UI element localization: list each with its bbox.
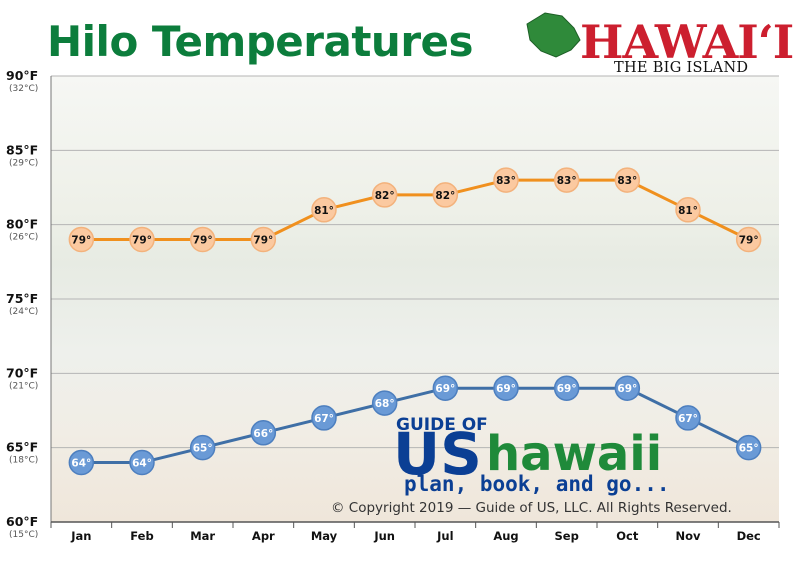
watermark-hawaii: hawaii — [486, 426, 662, 482]
x-tick-label: Mar — [190, 529, 215, 543]
x-tick-label: Aug — [493, 529, 518, 543]
data-point — [493, 167, 519, 193]
data-point — [189, 226, 216, 253]
y-tick-celsius-label: (21°C) — [9, 381, 38, 391]
brand-logo: HAWAIʻI THE BIG ISLAND — [526, 12, 794, 76]
x-tick-label: Sep — [555, 529, 579, 543]
big-island-icon — [526, 12, 581, 58]
y-tick-celsius-label: (26°C) — [9, 233, 38, 243]
data-label: 69° — [557, 383, 577, 395]
page-title: Hilo Temperatures — [47, 17, 473, 66]
data-point — [311, 197, 337, 223]
data-label: 69° — [617, 383, 637, 395]
watermark-tagline: plan, book, and go... — [404, 472, 670, 496]
x-tick-label: Feb — [130, 529, 153, 543]
watermark-guide-of: GUIDE OF — [396, 415, 488, 435]
data-label: 79° — [193, 235, 213, 247]
y-tick-celsius-label: (29°C) — [9, 158, 38, 168]
data-point — [675, 405, 701, 431]
data-label: 83° — [617, 175, 637, 187]
data-point — [250, 420, 277, 446]
data-point — [675, 197, 701, 223]
data-point — [614, 375, 641, 401]
data-label: 69° — [435, 383, 455, 395]
data-label: 66° — [253, 428, 273, 440]
data-label: 79° — [132, 235, 152, 247]
x-tick-label: May — [311, 529, 338, 543]
data-point — [311, 405, 337, 431]
brand-name: HAWAIʻI — [580, 15, 793, 69]
data-point — [371, 390, 398, 416]
data-point — [432, 182, 459, 208]
data-point — [250, 226, 277, 253]
data-point — [129, 449, 155, 476]
copyright-notice: © Copyright 2019 — Guide of US, LLC. All… — [331, 500, 732, 516]
y-tick-label: 75°F — [6, 291, 38, 306]
data-label: 64° — [132, 458, 152, 470]
data-label: 69° — [496, 383, 516, 395]
data-label: 81° — [314, 205, 334, 217]
data-label: 79° — [71, 235, 91, 247]
y-tick-celsius-label: (32°C) — [9, 84, 38, 94]
x-tick-label: Dec — [737, 529, 761, 543]
data-label: 67° — [314, 413, 334, 425]
data-point — [735, 434, 762, 461]
data-point — [189, 434, 216, 461]
data-point — [129, 226, 155, 253]
brand-subtitle: THE BIG ISLAND — [614, 60, 748, 76]
series-high: 79° 79° 79° 79° 81° 82° 82° 83° 83° 83° 81° 79° — [68, 167, 762, 253]
data-point — [553, 167, 580, 193]
series-layer: 79° 79° 79° 79°81°82° 82°83° 83° 83°81°79°64° 6… — [68, 167, 762, 476]
data-point — [553, 375, 580, 401]
y-tick-label: 70°F — [6, 365, 38, 380]
watermark-us: US — [393, 420, 482, 488]
x-axis: Jan Feb Mar Apr May Jun Jul Aug Sep Oct Nov Dec — [50, 521, 780, 543]
data-label: 68° — [375, 398, 395, 410]
y-tick-celsius-label: (15°C) — [9, 530, 38, 540]
x-tick-label: Apr — [252, 529, 275, 543]
y-tick-label: 85°F — [6, 142, 38, 157]
y-tick-label: 65°F — [6, 440, 38, 455]
watermark: GUIDE OF US hawaii plan, book, and go...… — [331, 415, 732, 516]
data-label: 81° — [678, 205, 698, 217]
data-label: 82° — [375, 190, 395, 202]
data-label: 83° — [557, 175, 577, 187]
x-tick-label: Nov — [675, 529, 701, 543]
data-point — [735, 226, 762, 253]
x-tick-label: Jun — [373, 529, 395, 543]
data-label: 64° — [71, 458, 91, 470]
data-point — [432, 375, 459, 401]
data-label: 79° — [739, 235, 759, 247]
data-label: 65° — [739, 443, 759, 455]
data-point — [68, 226, 95, 253]
y-axis: 90°F(32°C) 85°F(29°C) 80°F(26°C) 75°F(24°C)… — [6, 68, 52, 540]
header: Hilo Temperatures HAWAIʻI THE BIG ISLAND — [47, 12, 794, 76]
x-tick-label: Jan — [70, 529, 91, 543]
y-tick-celsius-label: (24°C) — [9, 307, 38, 317]
data-label: 67° — [678, 413, 698, 425]
x-tick-label: Jul — [436, 529, 453, 543]
data-label: 82° — [435, 190, 455, 202]
x-tick-label: Oct — [616, 529, 639, 543]
y-tick-celsius-label: (18°C) — [9, 456, 38, 466]
data-label: 79° — [253, 235, 273, 247]
data-label: 83° — [496, 175, 516, 187]
series-low: 64° 64° 65° 66° 67° 68° 69° 69° 69° 69° 67° 65° — [68, 375, 762, 476]
y-tick-label: 60°F — [6, 514, 38, 529]
data-point — [493, 375, 519, 401]
y-tick-label: 80°F — [6, 217, 38, 232]
data-point — [371, 182, 398, 208]
y-tick-label: 90°F — [6, 68, 38, 83]
data-point — [614, 167, 641, 193]
data-label: 65° — [193, 443, 213, 455]
data-point — [68, 449, 95, 476]
